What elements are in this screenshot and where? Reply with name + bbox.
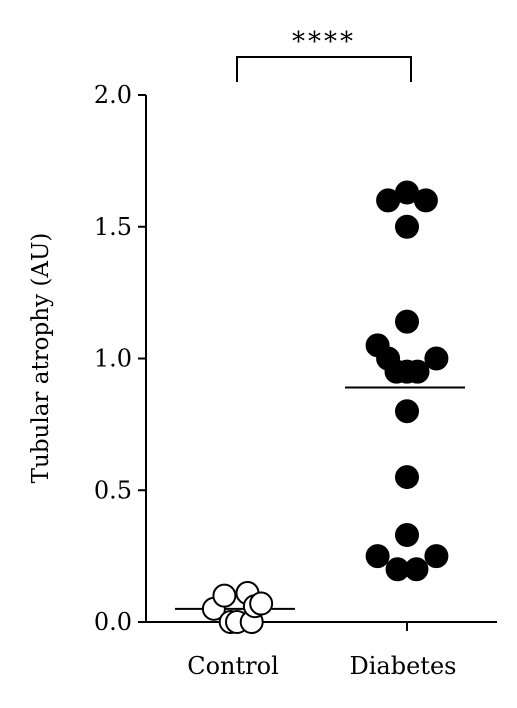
- data-point: [395, 399, 419, 424]
- data-point: [395, 214, 419, 239]
- data-point: [249, 591, 274, 616]
- x-category-label: Diabetes: [350, 652, 457, 680]
- y-ticks: 0.0 0.5 1.0 1.5 2.0: [94, 81, 146, 636]
- mean-lines: [175, 386, 465, 610]
- y-tick-label: 1.0: [94, 345, 132, 373]
- data-points: [201, 180, 449, 634]
- data-point: [405, 359, 430, 384]
- x-ticks: Control Diabetes: [187, 622, 456, 680]
- data-point: [395, 465, 419, 490]
- y-axis-title: Tubular atrophy (AU): [28, 233, 54, 484]
- data-point: [395, 523, 419, 548]
- y-tick-label: 1.5: [94, 213, 132, 241]
- bracket-line: [236, 56, 412, 82]
- y-tick-label: 0.0: [94, 608, 132, 636]
- significance-bracket: ****: [236, 27, 412, 82]
- data-point: [395, 309, 419, 334]
- y-tick-label: 0.5: [94, 476, 132, 504]
- significance-label: ****: [292, 27, 356, 57]
- data-point: [212, 583, 237, 608]
- data-point: [413, 188, 438, 213]
- x-category-label: Control: [187, 652, 279, 680]
- data-point: [424, 544, 449, 569]
- data-point: [365, 544, 390, 569]
- data-point: [404, 557, 429, 582]
- y-tick-label: 2.0: [94, 81, 132, 109]
- data-point: [424, 346, 449, 371]
